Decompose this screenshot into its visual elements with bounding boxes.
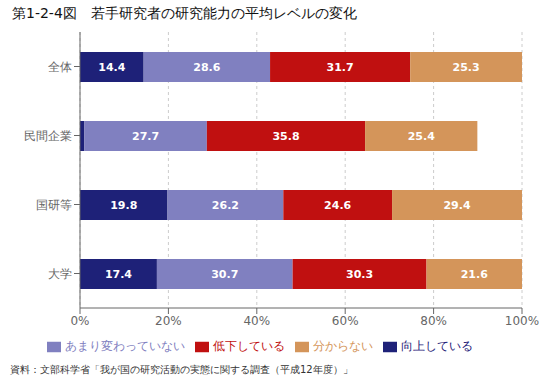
svg-text:60%: 60% [332,314,359,328]
svg-text:全体: 全体 [48,60,72,74]
svg-text:0%: 0% [70,314,89,328]
svg-text:26.2: 26.2 [212,199,239,212]
svg-text:27.7: 27.7 [132,130,159,143]
svg-text:20%: 20% [155,314,182,328]
svg-text:25.4: 25.4 [408,130,435,143]
svg-text:24.6: 24.6 [324,199,351,212]
svg-text:35.8: 35.8 [272,130,299,143]
svg-text:国研等: 国研等 [36,198,72,212]
svg-text:29.4: 29.4 [443,199,470,212]
svg-text:大学: 大学 [48,267,72,281]
svg-text:40%: 40% [243,314,270,328]
svg-text:28.6: 28.6 [193,61,220,74]
svg-text:17.4: 17.4 [105,268,132,281]
html-text:第1-2-4図 若手研究者の研究能力の平均レベルの変化: 第1-2-4図 若手研究者の研究能力の平均レベルの変化 [12,5,357,21]
svg-text:21.6: 21.6 [461,268,488,281]
svg-text:31.7: 31.7 [327,61,354,74]
svg-text:19.8: 19.8 [110,199,137,212]
html-text:低下している: 低下している [213,339,285,353]
html-text:分からない: 分からない [313,339,373,353]
svg-text:80%: 80% [420,314,447,328]
svg-text:100%: 100% [505,314,538,328]
svg-text:25.3: 25.3 [453,61,480,74]
html-text:向上している: 向上している [401,339,473,353]
svg-text:民間企業: 民間企業 [24,129,72,143]
html-text:あまり変わっていない: あまり変わっていない [65,339,185,353]
html-text:資料：文部科学省「我が国の研究活動の実態に関する調査（平成1: 資料：文部科学省「我が国の研究活動の実態に関する調査（平成12年度）」 [10,364,353,375]
svg-text:30.3: 30.3 [346,268,373,281]
svg-text:30.7: 30.7 [211,268,238,281]
svg-text:14.4: 14.4 [98,61,125,74]
